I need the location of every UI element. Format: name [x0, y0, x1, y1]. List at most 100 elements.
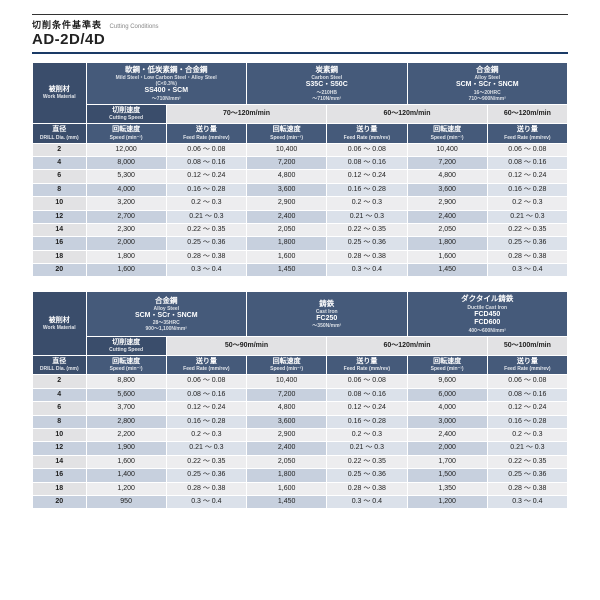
feed-cell: 0.12 ～ 0.24 [166, 402, 246, 415]
feed-cell: 0.25 ～ 0.36 [166, 469, 246, 482]
speed-cell: 2,050 [407, 223, 487, 236]
speed-cell: 3,200 [86, 197, 166, 210]
speed-cell: 2,700 [86, 210, 166, 223]
dia-cell: 14 [33, 455, 87, 468]
cutting-conditions-table: 被削材Work Material合金鋼Alloy SteelSCM・SCr・SN… [32, 291, 568, 509]
material-header: 軟鋼・低炭素鋼・合金鋼Mild Steel・Low Carbon Steel・A… [86, 63, 247, 105]
dia-cell: 6 [33, 402, 87, 415]
table-row: 102,2000.2 ～ 0.32,9000.2 ～ 0.32,4000.2 ～… [33, 428, 568, 441]
speed-cell: 1,800 [407, 237, 487, 250]
feed-cell: 0.16 ～ 0.28 [487, 183, 567, 196]
speed-cell: 2,300 [86, 223, 166, 236]
feed-cell: 0.08 ～ 0.16 [327, 388, 407, 401]
material-header: 炭素鋼Carbon SteelS35C・S50C～210HB～710N/mm² [247, 63, 408, 105]
speed-cell: 4,800 [407, 170, 487, 183]
header-work-material: 被削材Work Material [33, 63, 87, 124]
table-row: 181,8000.28 ～ 0.381,6000.28 ～ 0.381,6000… [33, 250, 568, 263]
dia-cell: 4 [33, 388, 87, 401]
table-row: 142,3000.22 ～ 0.352,0500.22 ～ 0.352,0500… [33, 223, 568, 236]
feed-cell: 0.06 ～ 0.08 [487, 143, 567, 156]
feed-cell: 0.22 ～ 0.35 [327, 455, 407, 468]
speed-cell: 4,800 [247, 402, 327, 415]
speed-cell: 8,000 [86, 156, 166, 169]
feed-cell: 0.3 ～ 0.4 [327, 264, 407, 277]
speed-cell: 3,000 [407, 415, 487, 428]
dia-cell: 4 [33, 156, 87, 169]
feed-cell: 0.28 ～ 0.38 [327, 482, 407, 495]
table-row: 181,2000.28 ～ 0.381,6000.28 ～ 0.381,3500… [33, 482, 568, 495]
speed-cell: 5,300 [86, 170, 166, 183]
speed-cell: 1,600 [86, 264, 166, 277]
header-cutting-speed: 切削速度Cutting Speed [86, 336, 166, 355]
feed-cell: 0.3 ～ 0.4 [487, 264, 567, 277]
header-rotation: 回転速度Speed (min⁻¹) [86, 124, 166, 143]
speed-cell: 6,000 [407, 388, 487, 401]
feed-cell: 0.16 ～ 0.28 [166, 183, 246, 196]
speed-cell: 2,400 [407, 428, 487, 441]
cutting-speed-cell: 70～120m/min [166, 104, 327, 123]
feed-cell: 0.06 ～ 0.08 [166, 143, 246, 156]
header-feed: 送り量Feed Rate (mm/rev) [327, 356, 407, 375]
feed-cell: 0.25 ～ 0.36 [327, 469, 407, 482]
table-row: 48,0000.08 ～ 0.167,2000.08 ～ 0.167,2000.… [33, 156, 568, 169]
feed-cell: 0.06 ～ 0.08 [327, 143, 407, 156]
speed-cell: 2,400 [407, 210, 487, 223]
feed-cell: 0.2 ～ 0.3 [327, 197, 407, 210]
dia-cell: 20 [33, 495, 87, 508]
speed-cell: 2,400 [247, 442, 327, 455]
table-row: 162,0000.25 ～ 0.361,8000.25 ～ 0.361,8000… [33, 237, 568, 250]
table-row: 212,0000.06 ～ 0.0810,4000.06 ～ 0.0810,40… [33, 143, 568, 156]
speed-cell: 3,600 [407, 183, 487, 196]
dia-cell: 12 [33, 210, 87, 223]
speed-cell: 1,500 [407, 469, 487, 482]
material-header: 合金鋼Alloy SteelSCM・SCr・SNCM28～35HRC900～1,… [86, 292, 247, 336]
speed-cell: 3,600 [247, 183, 327, 196]
feed-cell: 0.16 ～ 0.28 [327, 183, 407, 196]
feed-cell: 0.06 ～ 0.08 [487, 375, 567, 388]
feed-cell: 0.2 ～ 0.3 [487, 197, 567, 210]
speed-cell: 1,900 [86, 442, 166, 455]
feed-cell: 0.12 ～ 0.24 [487, 170, 567, 183]
feed-cell: 0.06 ～ 0.08 [166, 375, 246, 388]
feed-cell: 0.06 ～ 0.08 [327, 375, 407, 388]
speed-cell: 1,800 [86, 250, 166, 263]
speed-cell: 1,200 [86, 482, 166, 495]
header-rotation: 回転速度Speed (min⁻¹) [247, 124, 327, 143]
header-rotation: 回転速度Speed (min⁻¹) [407, 124, 487, 143]
material-header: 鋳鉄Cast IronFC250～350N/mm² [247, 292, 408, 336]
dia-cell: 20 [33, 264, 87, 277]
feed-cell: 0.12 ～ 0.24 [327, 170, 407, 183]
feed-cell: 0.28 ～ 0.38 [166, 250, 246, 263]
speed-cell: 1,800 [247, 237, 327, 250]
speed-cell: 2,000 [407, 442, 487, 455]
dia-cell: 14 [33, 223, 87, 236]
speed-cell: 1,450 [407, 264, 487, 277]
cutting-speed-cell: 60～120m/min [487, 104, 567, 123]
speed-cell: 2,900 [247, 197, 327, 210]
feed-cell: 0.22 ～ 0.35 [487, 455, 567, 468]
feed-cell: 0.25 ～ 0.36 [487, 237, 567, 250]
feed-cell: 0.21 ～ 0.3 [327, 442, 407, 455]
speed-cell: 2,050 [247, 455, 327, 468]
feed-cell: 0.2 ～ 0.3 [166, 197, 246, 210]
header-feed: 送り量Feed Rate (mm/rev) [166, 356, 246, 375]
speed-cell: 2,200 [86, 428, 166, 441]
speed-cell: 7,200 [407, 156, 487, 169]
speed-cell: 10,400 [407, 143, 487, 156]
table-row: 28,8000.06 ～ 0.0810,4000.06 ～ 0.089,6000… [33, 375, 568, 388]
header-feed: 送り量Feed Rate (mm/rev) [487, 124, 567, 143]
feed-cell: 0.22 ～ 0.35 [166, 455, 246, 468]
speed-cell: 2,900 [247, 428, 327, 441]
header-diameter: 直径DRILL Dia. (mm) [33, 356, 87, 375]
feed-cell: 0.08 ～ 0.16 [166, 156, 246, 169]
speed-cell: 1,450 [247, 495, 327, 508]
material-header: 合金鋼Alloy SteelSCM・SCr・SNCM16～20HRC710～90… [407, 63, 568, 105]
dia-cell: 12 [33, 442, 87, 455]
feed-cell: 0.2 ～ 0.3 [327, 428, 407, 441]
speed-cell: 4,000 [407, 402, 487, 415]
heading-jp: 切削条件基準表 [32, 20, 102, 30]
table-row: 63,7000.12 ～ 0.244,8000.12 ～ 0.244,0000.… [33, 402, 568, 415]
header-work-material: 被削材Work Material [33, 292, 87, 356]
dia-cell: 8 [33, 183, 87, 196]
feed-cell: 0.3 ～ 0.4 [327, 495, 407, 508]
